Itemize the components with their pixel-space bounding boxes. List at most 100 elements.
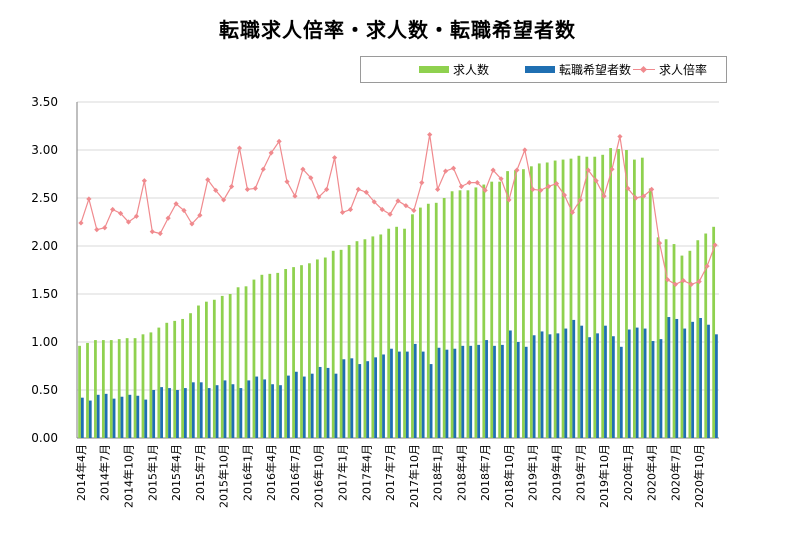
ratio-point xyxy=(688,281,694,287)
ratio-point xyxy=(94,227,100,233)
bar-job-openings xyxy=(696,240,700,438)
ratio-point xyxy=(514,167,520,173)
bar-applicants xyxy=(215,385,219,438)
ratio-point xyxy=(292,193,298,199)
bar-applicants xyxy=(310,373,314,438)
ratio-point xyxy=(442,168,449,174)
ratio-point xyxy=(284,179,290,185)
ratio-point xyxy=(466,180,472,186)
bar-job-openings xyxy=(577,155,581,438)
bar-job-openings xyxy=(339,249,343,438)
bar-job-openings xyxy=(490,181,494,438)
bar-applicants xyxy=(580,325,584,438)
bar-job-openings xyxy=(553,160,557,438)
bar-job-openings xyxy=(704,233,708,438)
bar-job-openings xyxy=(522,169,525,438)
ratio-point xyxy=(522,147,528,153)
bar-applicants xyxy=(612,336,615,438)
bar-job-openings xyxy=(157,327,161,438)
ratio-point xyxy=(363,189,369,195)
ratio-point xyxy=(585,167,591,173)
bar-job-openings xyxy=(537,163,541,438)
bar-applicants xyxy=(707,324,710,438)
ratio-point xyxy=(355,186,361,192)
y-tick-label: 1.50 xyxy=(31,287,58,301)
x-tick-label: 2015年7月 xyxy=(193,444,207,501)
x-tick-label: 2020年10月 xyxy=(692,444,706,508)
legend-label-ratio: 求人倍率 xyxy=(659,63,708,77)
bar-applicants xyxy=(540,331,544,438)
bar-applicants xyxy=(382,354,385,438)
bar-job-openings xyxy=(664,239,668,438)
ratio-point xyxy=(601,193,607,199)
x-tick-label: 2016年7月 xyxy=(288,444,302,501)
bar-applicants xyxy=(168,388,171,438)
legend: 求人数 転職希望者数 求人倍率 xyxy=(360,56,727,83)
ratio-point xyxy=(371,199,377,205)
bar-job-openings xyxy=(569,158,573,438)
ratio-point xyxy=(625,185,631,191)
x-tick-label: 2019年7月 xyxy=(573,444,587,501)
x-tick-label: 2017年4月 xyxy=(359,444,373,501)
bar-applicants xyxy=(358,364,362,438)
bar-applicants xyxy=(184,388,187,438)
bar-applicants xyxy=(667,317,671,438)
bar-job-openings xyxy=(228,294,232,438)
bar-applicants xyxy=(366,361,370,438)
bar-job-openings xyxy=(284,269,288,438)
ratio-point xyxy=(403,203,409,209)
bar-applicants xyxy=(588,337,591,438)
bar-applicants xyxy=(445,349,449,438)
bar-job-openings xyxy=(94,340,97,438)
bar-job-openings xyxy=(300,265,303,438)
ratio-point xyxy=(125,219,132,225)
ratio-point xyxy=(260,166,266,172)
y-tick-label: 1.00 xyxy=(31,335,58,349)
bar-job-openings xyxy=(197,305,200,438)
ratio-point xyxy=(530,186,536,192)
ratio-point xyxy=(395,198,401,204)
bar-job-openings xyxy=(101,340,105,438)
bar-applicants xyxy=(374,357,377,438)
bar-job-openings xyxy=(672,244,676,438)
x-tick-label: 2016年1月 xyxy=(240,444,254,501)
bar-job-openings xyxy=(593,156,597,438)
bar-job-openings xyxy=(205,301,208,438)
bar-applicants xyxy=(493,345,496,438)
legend-swatch-applicants xyxy=(525,66,555,73)
bar-applicants xyxy=(80,397,84,438)
y-tick-label: 0.50 xyxy=(31,383,58,397)
ratio-point xyxy=(617,133,623,140)
x-tick-label: 2017年1月 xyxy=(336,444,350,501)
bar-applicants xyxy=(619,346,623,438)
bar-applicants xyxy=(691,321,695,438)
bar-applicants xyxy=(136,395,140,438)
ratio-point xyxy=(228,183,235,190)
bar-applicants xyxy=(199,382,203,438)
bar-applicants xyxy=(437,347,441,438)
bar-applicants xyxy=(112,398,116,438)
bar-applicants xyxy=(287,375,290,438)
y-tick-label: 3.50 xyxy=(31,95,58,109)
x-tick-label: 2018年10月 xyxy=(502,444,516,508)
bar-job-openings xyxy=(125,338,129,438)
bar-applicants xyxy=(176,390,179,438)
bar-applicants xyxy=(564,328,568,438)
bar-applicants xyxy=(294,371,298,438)
bar-job-openings xyxy=(514,170,517,438)
ratio-point xyxy=(236,145,243,151)
bar-applicants xyxy=(223,380,227,438)
bar-applicants xyxy=(651,341,655,438)
ratio-point xyxy=(197,212,203,218)
x-tick-label: 2014年10月 xyxy=(122,444,136,508)
bar-applicants xyxy=(207,388,211,438)
bar-applicants xyxy=(342,359,346,438)
ratio-point xyxy=(173,201,179,207)
bar-job-openings xyxy=(181,318,184,438)
bar-applicants xyxy=(485,340,488,438)
ratio-point xyxy=(561,192,568,198)
legend-swatch-job-openings xyxy=(419,66,449,73)
ratio-point xyxy=(339,209,346,215)
bar-job-openings xyxy=(688,250,692,438)
ratio-point xyxy=(712,242,718,248)
